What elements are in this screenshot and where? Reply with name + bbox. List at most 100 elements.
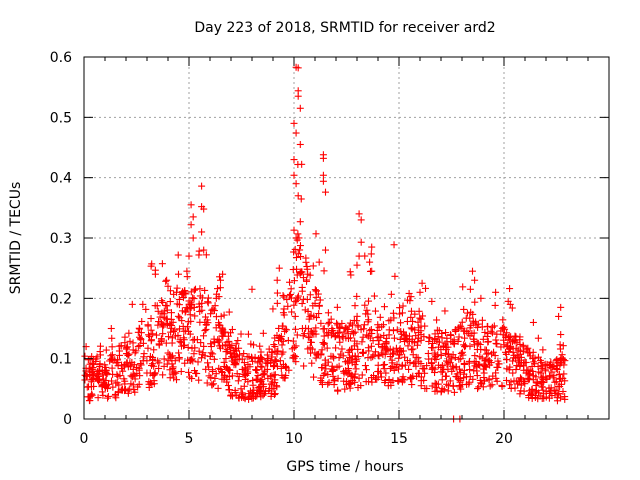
data-point: [553, 394, 561, 402]
data-point: [238, 365, 246, 373]
data-point: [449, 351, 457, 359]
data-point: [291, 245, 299, 253]
data-point: [441, 307, 449, 315]
data-point: [143, 369, 151, 377]
data-point: [120, 375, 128, 383]
data-point: [89, 371, 97, 379]
data-point: [153, 302, 161, 310]
data-point: [312, 354, 320, 362]
data-point: [433, 337, 441, 345]
data-point: [547, 364, 555, 372]
data-point: [329, 352, 337, 360]
data-point: [380, 303, 388, 311]
data-point: [346, 268, 354, 276]
data-point: [529, 348, 537, 356]
data-point: [506, 345, 514, 353]
data-point: [170, 290, 178, 298]
data-point: [444, 365, 452, 373]
data-point: [477, 294, 485, 302]
data-point: [187, 288, 195, 296]
data-point: [169, 363, 177, 371]
data-point: [319, 171, 327, 179]
data-point: [134, 342, 142, 350]
data-point: [488, 350, 496, 358]
data-point: [252, 375, 260, 383]
data-point: [212, 294, 220, 302]
data-point: [491, 301, 499, 309]
data-point: [457, 349, 465, 357]
data-point: [305, 315, 313, 323]
data-point: [268, 385, 276, 393]
data-point: [108, 334, 116, 342]
data-point: [294, 161, 302, 169]
data-point: [528, 394, 536, 402]
data-point: [210, 380, 218, 388]
data-point: [175, 270, 182, 278]
data-point: [206, 353, 214, 361]
data-point: [155, 318, 163, 326]
data-point: [144, 321, 152, 329]
data-point: [530, 358, 538, 366]
data-point: [227, 329, 235, 337]
data-point: [256, 342, 264, 350]
data-point: [215, 319, 223, 327]
data-point: [312, 293, 320, 301]
data-point: [252, 366, 260, 374]
data-point: [389, 309, 397, 317]
data-point: [114, 388, 122, 396]
y-tick-label: 0.3: [50, 231, 72, 247]
x-tick-label: 0: [80, 431, 89, 447]
data-point: [391, 272, 399, 280]
data-point: [524, 344, 532, 352]
data-point: [100, 379, 108, 387]
data-point: [373, 375, 381, 383]
data-point: [330, 354, 338, 362]
data-point: [218, 324, 226, 332]
data-point: [387, 316, 395, 324]
data-point: [293, 331, 301, 339]
data-point: [445, 350, 453, 358]
data-point: [85, 397, 93, 405]
data-point: [399, 347, 407, 355]
data-point: [353, 292, 361, 300]
data-point: [189, 234, 197, 242]
data-point: [355, 374, 363, 382]
data-point: [486, 361, 494, 369]
data-point: [408, 381, 416, 389]
data-point: [334, 374, 342, 382]
data-point: [381, 379, 389, 387]
data-point: [351, 370, 359, 378]
data-point: [446, 331, 454, 339]
data-point: [334, 387, 342, 395]
data-point: [405, 332, 413, 340]
data-point: [352, 365, 360, 373]
data-point: [396, 348, 404, 356]
data-point: [351, 361, 359, 369]
data-point: [357, 326, 365, 334]
data-point: [477, 345, 485, 353]
data-point: [297, 268, 305, 276]
data-point: [180, 336, 188, 344]
data-point: [315, 258, 323, 266]
data-point: [200, 205, 208, 213]
data-point: [150, 346, 158, 354]
data-point: [485, 357, 493, 365]
data-point: [121, 380, 129, 388]
data-point: [202, 313, 210, 321]
data-point: [492, 339, 500, 347]
data-point: [389, 327, 397, 335]
data-point: [328, 365, 336, 373]
data-point: [207, 349, 215, 357]
data-point: [228, 353, 236, 361]
data-point: [183, 267, 191, 275]
data-point: [101, 361, 109, 369]
data-point: [421, 369, 429, 377]
data-point: [190, 303, 198, 311]
data-point: [278, 322, 286, 330]
data-point: [557, 374, 565, 382]
data-point: [304, 270, 312, 278]
data-point: [368, 267, 376, 275]
data-point: [319, 339, 327, 347]
data-point: [319, 325, 327, 333]
data-point: [365, 378, 373, 386]
